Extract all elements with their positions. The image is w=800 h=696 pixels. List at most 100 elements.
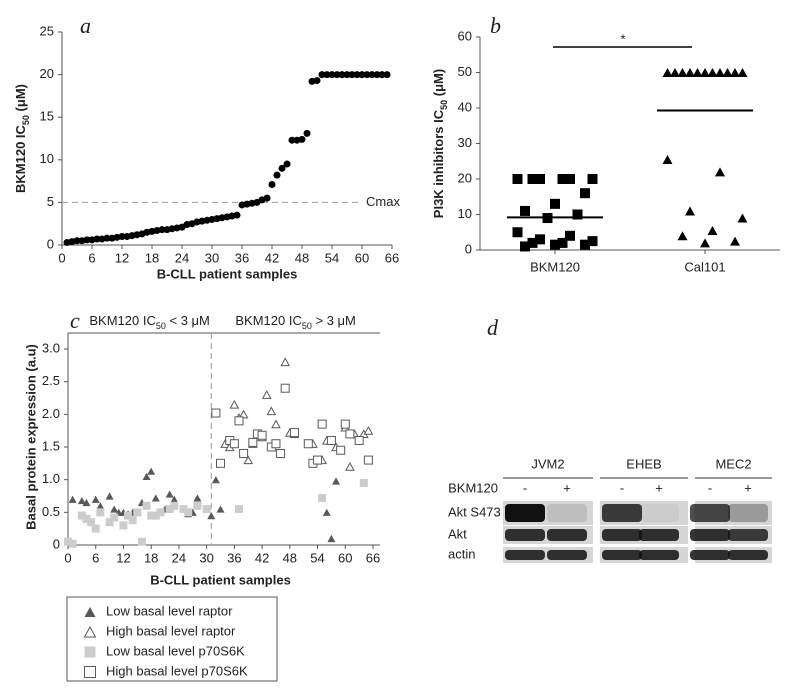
point <box>326 435 336 445</box>
cell-line-label: MEC2 <box>715 456 751 471</box>
point <box>276 449 286 459</box>
point <box>207 512 216 520</box>
legend-marker <box>84 646 96 658</box>
x-tick-label: 66 <box>366 550 380 565</box>
y-tick-label: 25 <box>40 23 54 38</box>
point <box>202 505 211 514</box>
blot-band <box>690 550 730 560</box>
point <box>283 160 291 168</box>
point <box>587 174 598 184</box>
point <box>170 495 179 503</box>
x-tick-label: 42 <box>255 550 269 565</box>
point <box>565 174 575 184</box>
legend-marker <box>84 607 96 617</box>
header-label: BKM120 IC50 > 3 μM <box>235 313 355 331</box>
y-tick-label: 10 <box>40 151 54 166</box>
blot-band <box>547 529 587 541</box>
point <box>685 206 695 216</box>
point <box>266 406 277 416</box>
point <box>105 492 114 500</box>
panel-letter: b <box>490 13 501 38</box>
point <box>110 505 119 513</box>
point <box>535 174 545 184</box>
point <box>83 236 91 244</box>
point <box>271 419 281 429</box>
blot-band <box>602 504 642 522</box>
x-tick-label: 36 <box>227 550 241 565</box>
x-tick-label: 48 <box>283 550 297 565</box>
y-tick-label: 50 <box>458 64 472 79</box>
blot-band <box>690 504 730 522</box>
point <box>587 236 598 247</box>
point <box>328 71 336 79</box>
y-tick-label: 60 <box>458 28 472 43</box>
point <box>580 239 590 250</box>
point <box>82 498 91 507</box>
header-label-part: > 3 μM <box>312 313 356 328</box>
point <box>327 534 336 543</box>
point <box>124 511 133 520</box>
point <box>96 502 105 510</box>
point <box>318 71 326 79</box>
point <box>527 237 538 248</box>
blot-band <box>505 550 545 560</box>
point <box>77 496 86 505</box>
x-tick-label: 24 <box>175 250 189 265</box>
point <box>730 236 740 246</box>
blot-band <box>690 529 730 541</box>
y-tick-label: 10 <box>458 206 472 221</box>
point <box>103 234 111 242</box>
blot-band <box>547 550 587 560</box>
point <box>289 428 299 438</box>
x-tick-label: 0 <box>58 250 65 265</box>
y-tick-label: 0.5 <box>42 504 60 519</box>
point <box>271 439 281 449</box>
blot-band <box>639 504 679 522</box>
point <box>288 136 296 144</box>
x-tick-label: 0 <box>64 550 71 565</box>
point <box>313 455 323 465</box>
header-label-part: < 3 μM <box>166 313 210 328</box>
point <box>278 164 286 172</box>
header-label-part: 50 <box>156 321 166 331</box>
y-tick-label: 2.5 <box>42 373 60 388</box>
x-tick-label: 24 <box>172 550 186 565</box>
blot-band <box>505 504 545 522</box>
point <box>64 537 72 546</box>
legend-label: Low basal level p70S6K <box>106 643 245 658</box>
point <box>662 154 673 164</box>
point <box>354 435 364 445</box>
lane-label: - <box>708 480 712 495</box>
legend-label: High basal level raptor <box>106 623 236 638</box>
x-tick-label: 12 <box>116 550 130 565</box>
x-tick-label: 30 <box>205 250 219 265</box>
point <box>147 467 156 475</box>
point <box>715 167 725 177</box>
blot-band <box>602 529 642 541</box>
point <box>363 71 371 79</box>
point <box>550 239 560 250</box>
x-tick-label: 60 <box>338 550 352 565</box>
point <box>715 68 725 77</box>
point <box>68 495 77 503</box>
y-tick-label: 0 <box>47 236 54 251</box>
point <box>317 419 327 429</box>
point <box>565 230 575 241</box>
point <box>700 68 710 77</box>
point <box>707 68 718 77</box>
point <box>158 226 166 234</box>
point <box>338 71 346 79</box>
point <box>91 524 100 533</box>
lane-label: - <box>523 480 527 495</box>
legend-marker <box>84 666 96 678</box>
x-tick-label: 12 <box>115 250 129 265</box>
point <box>677 231 688 241</box>
x-axis-title: B-CLL patient samples <box>150 572 291 587</box>
point <box>520 241 530 252</box>
point <box>216 505 225 513</box>
header-label: BKM120 IC50 < 3 μM <box>89 313 209 331</box>
y-axis-title: PI3K inhibitors IC50 (μM) <box>431 69 449 218</box>
y-tick-label: 20 <box>458 170 472 185</box>
legend-marker <box>83 626 97 638</box>
